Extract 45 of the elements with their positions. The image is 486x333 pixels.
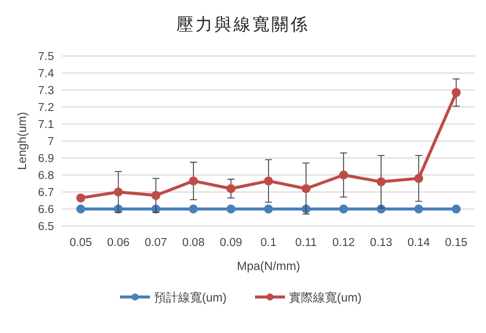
x-tick-label: 0.11 xyxy=(295,237,317,249)
point xyxy=(226,204,236,214)
x-tick-label: 0.08 xyxy=(182,237,205,249)
x-tick-label: 0.12 xyxy=(332,237,355,249)
point xyxy=(339,204,348,214)
point xyxy=(76,204,86,214)
chart-title: 壓力與線寬關係 xyxy=(176,15,310,34)
x-tick-label: 0.1 xyxy=(260,237,276,249)
y-tick-label: 7.2 xyxy=(38,102,54,114)
legend-label: 實際線寬(um) xyxy=(289,290,362,304)
point xyxy=(114,188,123,196)
point xyxy=(264,176,273,186)
y-tick-label: 7.4 xyxy=(38,68,55,80)
point xyxy=(188,176,198,186)
x-axis-title: Mpa(N/mm) xyxy=(236,259,300,273)
x-tick-label: 0.07 xyxy=(144,237,168,249)
point xyxy=(302,184,311,194)
point xyxy=(414,174,424,183)
point xyxy=(151,190,160,200)
y-tick-label: 6.9 xyxy=(38,153,54,165)
point xyxy=(414,204,424,214)
y-tick-label: 6.7 xyxy=(38,187,54,199)
y-tick-label: 7.3 xyxy=(38,85,54,97)
x-tick-label: 0.13 xyxy=(370,237,392,249)
point xyxy=(452,204,461,214)
point xyxy=(452,88,461,98)
legend-label: 預計線寬(um) xyxy=(154,290,227,304)
y-tick-label: 6.8 xyxy=(38,170,54,182)
x-tick-label: 0.05 xyxy=(70,237,92,249)
y-tick-label: 7.5 xyxy=(38,51,54,63)
point xyxy=(376,177,386,186)
x-tick-label: 0.06 xyxy=(107,237,130,249)
y-tick-label: 6.6 xyxy=(38,204,54,216)
x-tick-label: 0.14 xyxy=(407,237,430,249)
point xyxy=(339,170,348,180)
y-tick-label: 7.1 xyxy=(38,119,54,131)
y-tick-label: 6.5 xyxy=(38,221,54,233)
x-tick-label: 0.15 xyxy=(445,237,468,249)
x-tick-label: 0.09 xyxy=(220,237,242,249)
point xyxy=(188,204,198,214)
y-tick-label: 7 xyxy=(48,136,54,148)
point xyxy=(226,184,236,194)
y-axis-title: Lengh(um) xyxy=(15,112,29,170)
point xyxy=(264,204,273,214)
point xyxy=(76,193,86,202)
